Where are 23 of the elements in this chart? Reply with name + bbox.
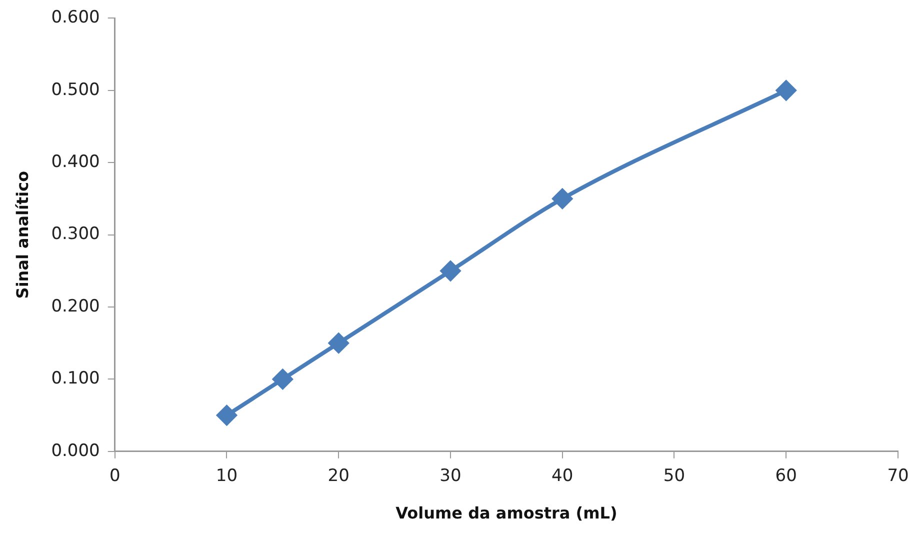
y-tick-label: 0.500 bbox=[51, 80, 100, 100]
x-tick-label: 70 bbox=[887, 466, 909, 486]
x-axis-title: Volume da amostra (mL) bbox=[396, 504, 618, 523]
y-tick-label: 0.300 bbox=[51, 224, 100, 244]
x-tick-label: 30 bbox=[440, 466, 462, 486]
y-tick-label: 0.000 bbox=[51, 440, 100, 461]
x-tick-label: 20 bbox=[328, 466, 350, 486]
x-tick-label: 50 bbox=[663, 466, 686, 486]
x-tick-label: 40 bbox=[552, 466, 574, 486]
x-tick-label: 10 bbox=[216, 466, 238, 486]
y-tick-label: 0.100 bbox=[51, 368, 100, 389]
y-tick-label: 0.400 bbox=[51, 152, 100, 172]
y-axis-title: Sinal analítico bbox=[12, 170, 32, 299]
point bbox=[776, 80, 796, 100]
y-tick-label: 0.600 bbox=[51, 8, 100, 28]
point bbox=[440, 260, 460, 281]
point bbox=[216, 405, 237, 426]
point bbox=[552, 188, 572, 209]
x-tick-label: 60 bbox=[775, 466, 797, 486]
x-tick-label: 0 bbox=[109, 466, 120, 486]
point bbox=[272, 369, 293, 390]
y-tick-label: 0.200 bbox=[51, 296, 100, 316]
point bbox=[328, 333, 349, 354]
